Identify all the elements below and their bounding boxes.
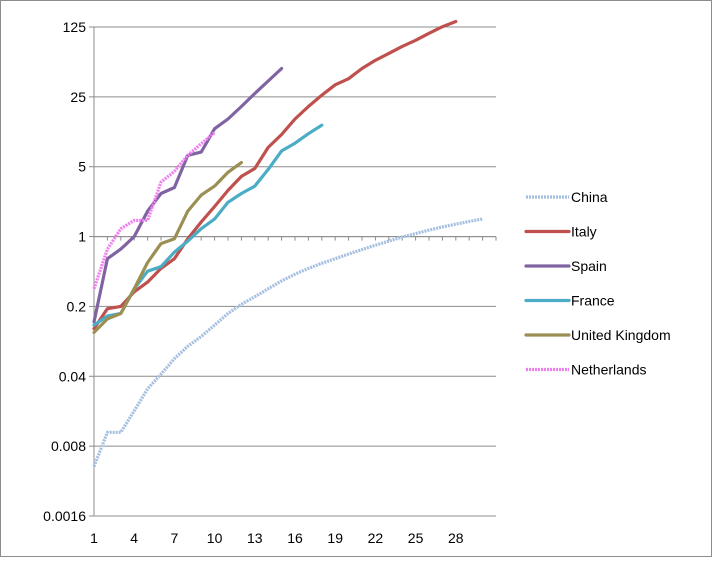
y-tick-label: 1	[78, 229, 86, 245]
legend-label: United Kingdom	[571, 327, 671, 343]
y-tick-label: 0.2	[67, 298, 87, 314]
series-line-united-kingdom	[92, 161, 243, 334]
x-tick-label: 10	[207, 530, 223, 546]
legend-label: Netherlands	[571, 362, 647, 378]
x-tick-label: 28	[448, 530, 464, 546]
x-tick-label: 4	[130, 530, 138, 546]
series-line-china	[92, 217, 483, 468]
x-tick-label: 16	[287, 530, 303, 546]
y-tick-label: 5	[78, 159, 86, 175]
legend-label: France	[571, 293, 615, 309]
axes	[93, 27, 497, 517]
series-line-netherlands	[92, 131, 216, 290]
legend: China Italy Spain France United Kingdom Nethe…	[524, 189, 671, 378]
x-axis-ticks: 1 4 7 10 13 16 19 22 25 28	[90, 530, 464, 546]
y-tick-label: 25	[70, 89, 86, 105]
series-line-italy	[92, 19, 458, 331]
series-line-france	[92, 123, 324, 327]
series-lines	[92, 19, 483, 468]
x-tick-label: 7	[171, 530, 179, 546]
legend-label: Spain	[571, 258, 607, 274]
x-tick-label: 1	[90, 530, 98, 546]
legend-label: Italy	[571, 224, 597, 240]
y-tick-label: 125	[63, 19, 87, 35]
y-tick-label: 0.008	[51, 438, 86, 454]
x-tick-label: 13	[247, 530, 263, 546]
x-tick-label: 22	[368, 530, 384, 546]
x-tick-label: 19	[327, 530, 343, 546]
y-tick-label: 0.0016	[43, 508, 86, 524]
legend-label: China	[571, 189, 608, 205]
y-axis-ticks: 0.0016 0.008 0.04 0.2 1 5 25 125	[43, 19, 94, 524]
series-line-spain	[92, 66, 284, 324]
y-tick-label: 0.04	[59, 368, 86, 384]
x-tick-label: 25	[408, 530, 424, 546]
